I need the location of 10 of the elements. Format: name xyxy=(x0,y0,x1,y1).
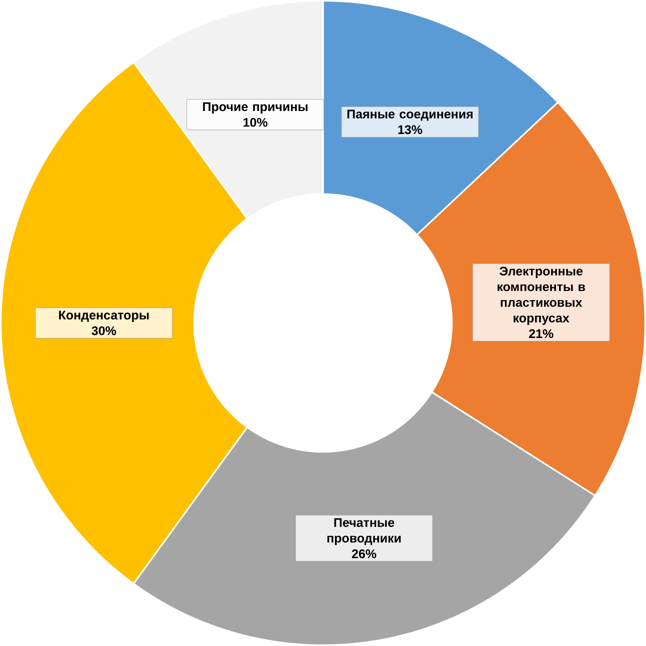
slice-label: Электронные компоненты в пластиковых корпусах xyxy=(498,266,586,325)
slice-label: Паяные соединения xyxy=(347,110,473,121)
data-label: 26% xyxy=(352,549,376,558)
slice-label: Прочие причины xyxy=(203,102,308,114)
slice-label: Конденсаторы xyxy=(59,310,149,322)
data-label: 21% xyxy=(529,329,554,338)
slice-label: Печатные проводники xyxy=(327,518,401,546)
data-label: 13% xyxy=(398,125,422,134)
data-label: 30% xyxy=(92,326,116,336)
data-label: 10% xyxy=(244,118,268,127)
